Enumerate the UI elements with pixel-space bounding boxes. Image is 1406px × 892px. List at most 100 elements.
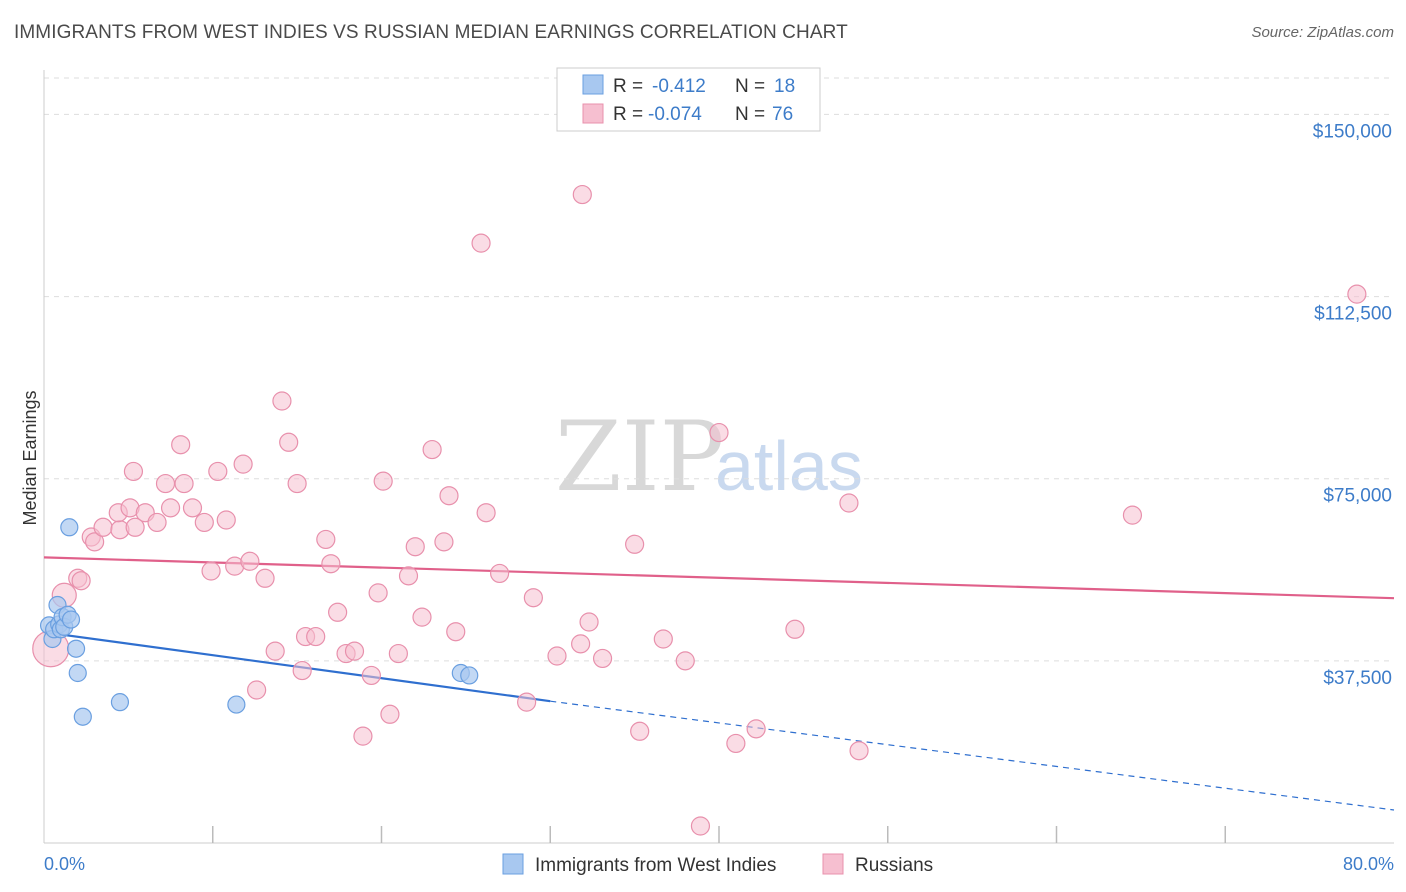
russians-point <box>571 634 591 654</box>
west-indies-points <box>39 518 479 726</box>
chart-title: IMMIGRANTS FROM WEST INDIES VS RUSSIAN M… <box>14 22 848 43</box>
russians-point <box>201 561 221 581</box>
x-tick-label-min: 0.0% <box>44 854 85 874</box>
russians-point <box>155 473 176 494</box>
russians-point <box>630 721 650 741</box>
russians-point <box>839 493 859 513</box>
russians-point <box>292 660 312 681</box>
west-indies-point <box>227 695 246 714</box>
russians-point <box>194 512 214 533</box>
west-indies-point <box>61 610 81 629</box>
y-tick-label: $75,000 <box>1323 486 1392 507</box>
russians-point <box>746 719 766 739</box>
legend-n-label-2: N = <box>735 104 765 125</box>
russians-point <box>380 704 400 724</box>
west-indies-point <box>60 518 79 537</box>
russians-point <box>625 534 645 554</box>
russians-point <box>255 568 275 588</box>
y-tick-labels: $37,500 $75,000 $112,500 $150,000 <box>1313 121 1392 688</box>
series-legend-swatch-blue <box>502 853 524 875</box>
watermark-zip: ZIP <box>555 401 724 513</box>
russians-point <box>233 454 253 474</box>
legend-r-value-2: -0.074 <box>648 104 702 125</box>
russians-point <box>123 461 144 482</box>
russians-point <box>422 439 442 460</box>
russians-point <box>388 643 408 664</box>
legend-swatch-blue <box>582 74 604 95</box>
russians-point <box>572 184 592 205</box>
russians-point <box>434 532 454 552</box>
chart-source: Source: ZipAtlas.com <box>1251 24 1394 41</box>
russians-point <box>306 626 326 647</box>
russians-point <box>321 554 341 574</box>
russians-point <box>412 607 432 627</box>
russians-point <box>287 473 307 494</box>
russians-point <box>517 692 537 712</box>
y-axis-title: Median Earnings <box>20 390 40 525</box>
west-indies-point <box>68 663 87 683</box>
russians-point <box>279 432 299 452</box>
west-indies-point <box>460 666 479 685</box>
russians-point <box>316 529 336 550</box>
russians-point <box>71 571 91 591</box>
watermark-atlas: atlas <box>715 427 863 505</box>
russians-point <box>272 391 292 411</box>
russians-point <box>476 503 496 523</box>
watermark: ZIP atlas <box>555 401 863 513</box>
russians-point <box>368 583 388 603</box>
russians-point <box>182 498 203 518</box>
russians-point <box>405 537 425 557</box>
x-tick-label-max: 80.0% <box>1343 854 1394 874</box>
legend-n-label-1: N = <box>735 76 765 97</box>
y-tick-label: $150,000 <box>1313 121 1392 142</box>
russians-point <box>785 619 805 639</box>
west-indies-point <box>66 639 86 658</box>
russians-point <box>726 733 746 754</box>
russians-point <box>849 741 869 761</box>
russians-point <box>471 233 491 253</box>
russians-point <box>125 517 145 537</box>
series-legend-label-russians: Russians <box>855 855 933 876</box>
x-ticks <box>212 826 1226 843</box>
west-indies-point <box>73 707 92 726</box>
legend-r-label-1: R = <box>613 76 643 97</box>
russians-point <box>240 551 260 571</box>
russians-point <box>344 641 365 661</box>
correlation-legend: R = -0.412 N = 18 R = -0.074 N = 76 <box>556 67 821 132</box>
russians-point <box>328 602 348 622</box>
russians-point <box>1347 284 1367 304</box>
russians-point <box>216 510 236 530</box>
russians-point <box>208 461 228 482</box>
trend-lines <box>43 556 1395 811</box>
russians-point <box>592 648 613 669</box>
russians-point <box>653 629 673 649</box>
russians-point <box>147 512 167 533</box>
y-tick-label: $112,500 <box>1314 304 1392 325</box>
west-indies-point <box>110 693 130 712</box>
russians-point <box>1122 505 1143 525</box>
russians-point <box>174 473 194 494</box>
russians-point <box>439 486 459 506</box>
russians-point <box>171 435 191 455</box>
grid-lines <box>44 77 1394 662</box>
legend-n-value-2: 76 <box>772 104 793 125</box>
russians-point <box>709 422 729 443</box>
russians-points <box>32 184 1367 836</box>
y-tick-label: $37,500 <box>1323 668 1392 689</box>
russians-point <box>490 563 510 584</box>
russians-point <box>398 566 419 586</box>
series-legend: Immigrants from West Indies Russians <box>502 853 933 876</box>
russians-point <box>85 532 105 552</box>
russians-point <box>361 665 381 686</box>
west-indies-trend-extension <box>550 700 1395 811</box>
legend-r-label-2: R = <box>613 104 643 125</box>
russians-point <box>353 726 373 746</box>
russians-point <box>160 498 181 518</box>
russians-point <box>265 641 285 661</box>
russians-trend-line <box>43 556 1395 600</box>
legend-n-value-1: 18 <box>774 76 795 97</box>
legend-swatch-pink <box>582 103 604 124</box>
series-legend-swatch-pink <box>822 853 844 875</box>
russians-point <box>579 612 599 632</box>
russians-point <box>547 646 567 666</box>
